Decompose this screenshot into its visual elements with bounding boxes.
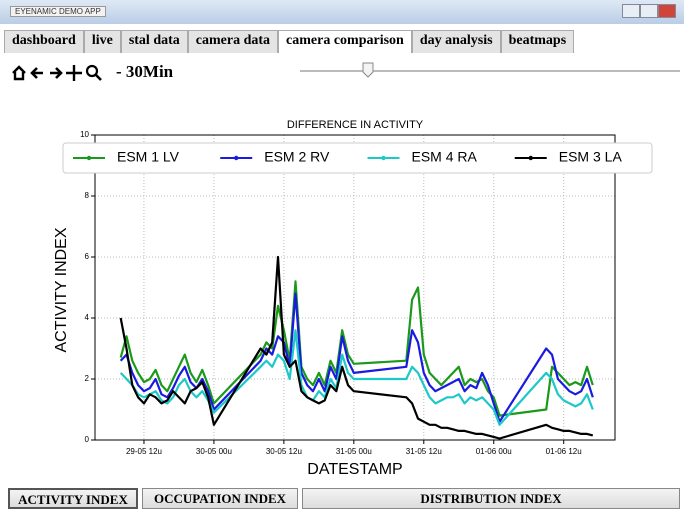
x-tick-label: 31-05 00u: [336, 447, 372, 456]
bottom-button[interactable]: OCCUPATION INDEX: [142, 488, 298, 509]
legend-label: ESM 3 LA: [559, 149, 623, 165]
tab[interactable]: camera data: [187, 30, 279, 53]
minimize-button[interactable]: [622, 4, 640, 18]
home-icon[interactable]: [12, 65, 26, 81]
x-tick-label: 30-05 12u: [266, 447, 302, 456]
pan-icon[interactable]: [66, 65, 82, 81]
chart-title: DIFFERENCE IN ACTIVITY: [287, 119, 424, 131]
title-bar: EYENAMIC DEMO APP: [0, 0, 684, 24]
legend-marker: [528, 155, 533, 161]
legend: ESM 1 LV ESM 2 RV ESM 4 RA ESM 3 LA: [62, 142, 653, 174]
forward-icon[interactable]: [50, 67, 63, 79]
series-line: [119, 255, 594, 440]
series-line: [119, 280, 594, 417]
zoom-icon[interactable]: [85, 64, 99, 78]
bottom-button[interactable]: DISTRIBUTION INDEX: [302, 488, 680, 509]
legend-box: [62, 142, 653, 174]
tab[interactable]: camera comparison: [278, 30, 412, 53]
tab[interactable]: live: [83, 30, 121, 53]
legend-marker: [86, 155, 92, 161]
x-tick-label: 30-05 00u: [196, 447, 232, 456]
back-icon[interactable]: [30, 67, 43, 79]
toolbar: [12, 64, 102, 81]
y-tick-label: 6: [85, 252, 90, 261]
x-tick-label: 31-05 12u: [406, 447, 442, 456]
series-line: [119, 292, 594, 423]
y-axis-label: ACTIVITY INDEX: [53, 227, 70, 352]
tab[interactable]: dashboard: [4, 30, 84, 53]
plot-area: [95, 135, 615, 440]
legend-label: ESM 2 RV: [264, 149, 330, 165]
plot-frame: [94, 134, 616, 441]
x-tick-label: 01-06 12u: [546, 447, 582, 456]
legend-marker: [234, 155, 239, 161]
window-title: EYENAMIC DEMO APP: [10, 6, 106, 17]
slider-thumb[interactable]: [362, 62, 374, 78]
x-tick-label: 01-06 00u: [476, 447, 512, 456]
tab-bar: dashboard live stal data camera data camera …: [4, 30, 575, 53]
bottom-buttons: ACTIVITY INDEX OCCUPATION INDEX DISTRIBUTI…: [8, 488, 684, 509]
y-tick-label: 10: [80, 130, 89, 139]
tab[interactable]: day analysis: [411, 30, 501, 53]
series-line: [119, 329, 594, 426]
bottom-button[interactable]: ACTIVITY INDEX: [8, 488, 138, 509]
slider[interactable]: [300, 60, 684, 80]
legend-marker: [381, 155, 386, 161]
close-button[interactable]: [658, 4, 676, 18]
zoom-icon-handle: [95, 74, 102, 81]
tab[interactable]: beatmaps: [500, 30, 575, 53]
chart: DIFFERENCE IN ACTIVITY DATESTAMP ACTIVIT…: [53, 119, 653, 478]
tab[interactable]: stal data: [120, 30, 188, 53]
zoom-label: - 30Min: [116, 62, 174, 81]
x-axis-label: DATESTAMP: [307, 461, 402, 478]
legend-label: ESM 4 RA: [412, 149, 478, 165]
y-tick-label: 0: [85, 435, 90, 444]
y-tick-label: 2: [85, 374, 90, 383]
legend-label: ESM 1 LV: [117, 149, 180, 165]
maximize-button[interactable]: [640, 4, 658, 18]
y-tick-label: 4: [85, 313, 90, 322]
y-tick-label: 8: [85, 191, 90, 200]
x-tick-label: 29-05 12u: [126, 447, 162, 456]
